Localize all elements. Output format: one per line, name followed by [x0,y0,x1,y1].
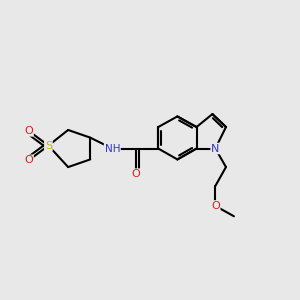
Text: S: S [45,141,52,151]
Text: O: O [131,169,140,179]
Text: O: O [211,201,220,211]
Text: O: O [24,126,33,136]
Text: N: N [211,143,220,154]
Text: NH: NH [105,143,120,154]
Text: O: O [24,155,33,165]
